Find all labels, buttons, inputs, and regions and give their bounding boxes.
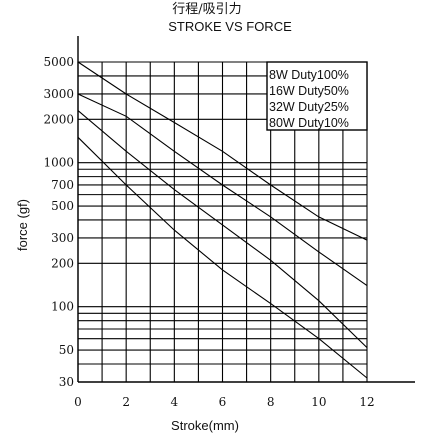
chart-title-cn: 行程/吸引力 <box>172 2 241 17</box>
series-line-4 <box>77 61 368 241</box>
y-tick-label: 100 <box>51 300 74 314</box>
y-tick-label: 300 <box>51 231 74 245</box>
y-tick-label: 500 <box>51 199 74 213</box>
force-curves <box>77 61 368 379</box>
legend-entry-32w: 32W Duty25% <box>269 100 349 114</box>
y-tick-label: 50 <box>59 343 74 357</box>
series-line-1 <box>77 136 368 379</box>
chart-title: STROKE VS FORCE <box>168 19 292 34</box>
y-tick-label: 200 <box>51 256 74 270</box>
y-tick-label: 700 <box>51 178 74 192</box>
x-tick-label: 6 <box>219 395 227 409</box>
axis-ticks: 0 2 4 6 8 10 12 5000 3000 2000 1000 700 500 300 200 100… <box>43 55 374 409</box>
legend-box <box>266 61 368 131</box>
x-tick-label: 0 <box>74 395 82 409</box>
series-line-2 <box>77 110 368 348</box>
x-tick-label: 2 <box>122 395 130 409</box>
x-axis-label: Stroke(mm) <box>171 418 239 433</box>
y-tick-label: 30 <box>59 375 74 389</box>
y-tick-label: 5000 <box>43 55 74 69</box>
x-tick-label: 4 <box>171 395 179 409</box>
series-line-3 <box>77 93 368 287</box>
y-tick-label: 3000 <box>43 87 74 101</box>
legend-entry-8w: 8W Duty100% <box>269 68 349 82</box>
y-axis-label: force (gf) <box>15 199 30 251</box>
x-tick-label: 8 <box>267 395 275 409</box>
y-tick-label: 1000 <box>43 156 74 170</box>
x-tick-label: 10 <box>311 395 326 409</box>
legend-entry-16w: 16W Duty50% <box>269 84 349 98</box>
x-tick-label: 12 <box>359 395 374 409</box>
legend-entry-80w: 80W Duty10% <box>269 116 349 130</box>
chart-legend: 8W Duty100% 16W Duty50% 32W Duty25% 80W … <box>266 61 368 131</box>
y-tick-label: 2000 <box>43 112 74 126</box>
